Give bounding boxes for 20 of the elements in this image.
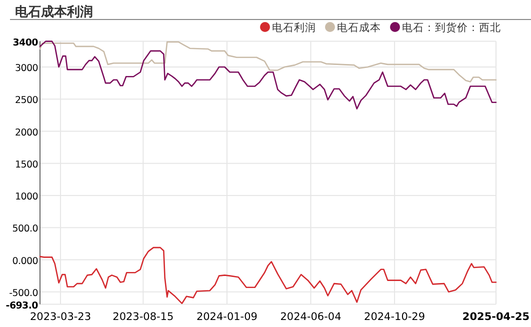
y-tick-label: 3000 bbox=[15, 63, 38, 74]
y-tick-label: 1000 bbox=[15, 192, 38, 203]
y-tick-label: 3400 bbox=[12, 37, 39, 48]
legend-label: 电石利润 bbox=[272, 21, 316, 34]
legend-label: 电石：到货价：西北 bbox=[402, 21, 501, 34]
y-tick-label: 0.000 bbox=[12, 256, 38, 267]
y-tick-label: 2000 bbox=[15, 127, 38, 138]
y-tick-label: 1500 bbox=[15, 159, 38, 170]
x-tick-label: 2024-06-04 bbox=[280, 311, 342, 323]
x-tick-label: 2024-01-09 bbox=[196, 311, 258, 323]
y-tick-label: 500.0 bbox=[12, 224, 38, 235]
chart-title: 电石成本利润 bbox=[15, 4, 93, 20]
x-tick-label: 2023-03-23 bbox=[30, 311, 92, 323]
x-tick-label: 2025-04-25 bbox=[462, 311, 530, 323]
y-tick-label: -693.0 bbox=[6, 300, 39, 312]
x-tick-label: 2024-10-29 bbox=[364, 311, 426, 323]
y-tick-label: 2500 bbox=[15, 95, 38, 106]
legend-label: 电石成本 bbox=[337, 21, 381, 34]
x-tick-label: 2023-08-15 bbox=[112, 311, 174, 323]
y-tick-label: -500.0 bbox=[9, 288, 38, 299]
